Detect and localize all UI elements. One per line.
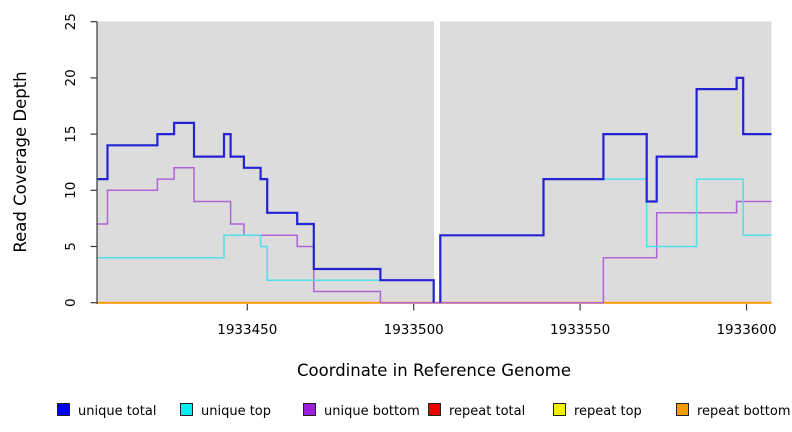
x-tick-label: 1933550 [550,322,610,338]
x-tick-label: 1933500 [384,322,444,338]
x-axis-ticks: 1933450 1933500 1933550 1933600 [217,304,777,338]
legend-label: repeat top [574,404,642,419]
unique-bottom-swatch-icon [303,403,316,416]
y-tick-label: 5 [63,242,79,251]
y-tick-label: 20 [63,69,79,86]
series-unique-total-line [97,76,772,303]
unique-total-swatch-icon [57,403,70,416]
y-tick-label: 25 [63,13,79,30]
unique-top-swatch-icon [180,403,193,416]
legend-label: unique total [78,404,157,419]
series-unique-bottom-line [97,167,772,304]
y-tick-label: 0 [63,298,79,307]
legend-item-unique-bottom: unique bottom [303,400,420,419]
repeat-total-swatch-icon [428,403,441,416]
legend-label: repeat bottom [697,404,791,419]
series-lines [97,76,772,304]
x-tick-label: 1933600 [716,322,776,338]
x-tick-label: 1933450 [217,322,277,338]
repeat-bottom-swatch-icon [676,403,689,416]
legend-item-unique-total: unique total [57,400,157,419]
x-axis-title: Coordinate in Reference Genome [297,361,571,380]
legend-label: repeat total [449,404,526,419]
legend-item-repeat-bottom: repeat bottom [676,400,791,419]
legend-item-unique-top: unique top [180,400,272,419]
legend-label: unique top [201,404,272,419]
y-axis-title: Read Coverage Depth [11,71,30,252]
coverage-gap-band [434,21,440,303]
legend-item-repeat-total: repeat total [428,400,526,419]
legend-label: unique bottom [324,404,420,419]
y-tick-label: 10 [63,182,79,199]
legend: unique total unique top unique bottom re… [0,400,792,424]
legend-item-repeat-top: repeat top [553,400,642,419]
repeat-top-swatch-icon [553,403,566,416]
y-tick-label: 15 [63,126,79,143]
y-axis-ticks: 0 5 10 15 20 25 [63,13,97,307]
